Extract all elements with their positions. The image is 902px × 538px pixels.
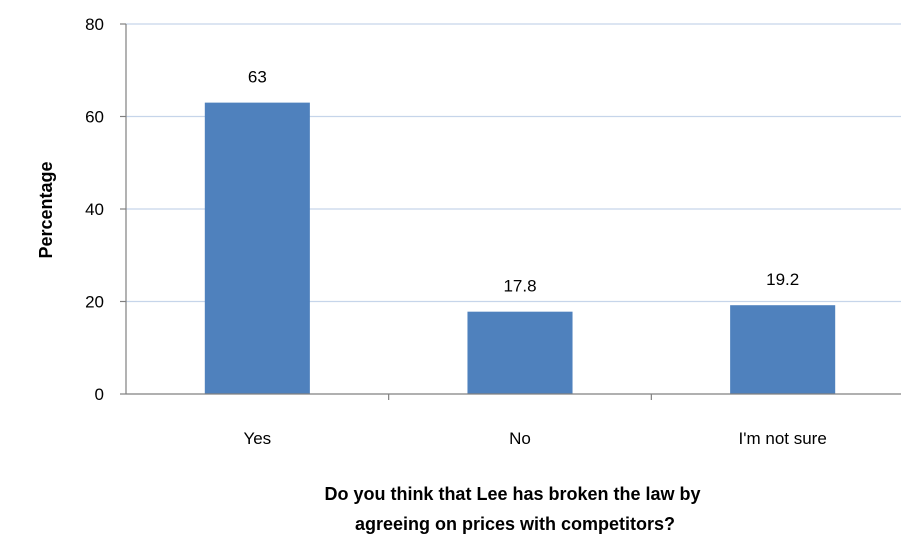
bar — [467, 311, 573, 394]
data-label: 17.8 — [503, 277, 536, 296]
data-label: 63 — [248, 68, 267, 87]
x-axis-title: Do you think that Lee has broken the law… — [324, 484, 705, 534]
x-tick-label: Yes — [243, 429, 271, 448]
x-axis-title-line-1: Do you think that Lee has broken the law… — [324, 484, 700, 504]
x-tick-label: I'm not sure — [739, 429, 827, 448]
y-tick-label: 40 — [85, 200, 104, 219]
y-tick-label: 0 — [95, 385, 104, 404]
y-axis-title: Percentage — [36, 161, 56, 258]
y-tick-label: 60 — [85, 108, 104, 127]
x-tick-labels: Yes No I'm not sure — [243, 429, 826, 448]
y-tick-labels: 0 20 40 60 80 — [85, 15, 104, 404]
data-label: 19.2 — [766, 270, 799, 289]
bar — [204, 102, 310, 394]
x-tick-label: No — [509, 429, 531, 448]
x-axis-title-line-2: agreeing on prices with competitors? — [355, 514, 675, 534]
data-labels: 63 17.8 19.2 — [248, 68, 799, 296]
bars — [204, 102, 836, 394]
y-tick-label: 80 — [85, 15, 104, 34]
bar — [730, 305, 836, 394]
y-tick-label: 20 — [85, 293, 104, 312]
axes — [120, 23, 901, 400]
